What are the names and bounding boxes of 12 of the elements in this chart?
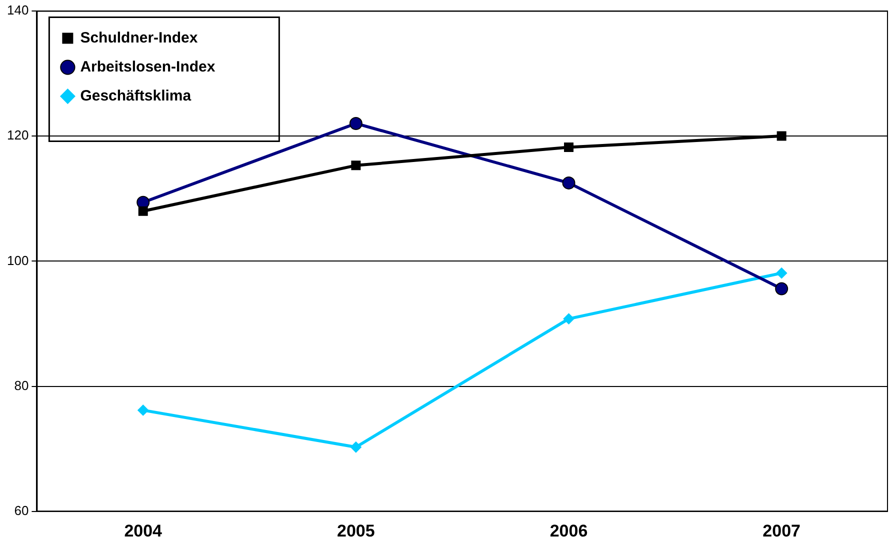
legend-label: Schuldner-Index xyxy=(80,29,198,46)
y-tick-label: 100 xyxy=(6,252,29,268)
legend-label: Geschäftsklima xyxy=(80,87,192,104)
x-tick-label: 2005 xyxy=(337,521,375,540)
y-tick-label: 140 xyxy=(6,2,29,18)
y-tick-label: 80 xyxy=(14,378,29,393)
x-tick-label: 2004 xyxy=(124,521,163,540)
x-tick-label: 2006 xyxy=(550,521,588,540)
y-tick-label: 60 xyxy=(14,503,29,518)
y-tick-label: 120 xyxy=(6,128,29,143)
x-tick-label: 2007 xyxy=(762,521,800,540)
legend-label: Arbeitslosen-Index xyxy=(80,58,216,76)
